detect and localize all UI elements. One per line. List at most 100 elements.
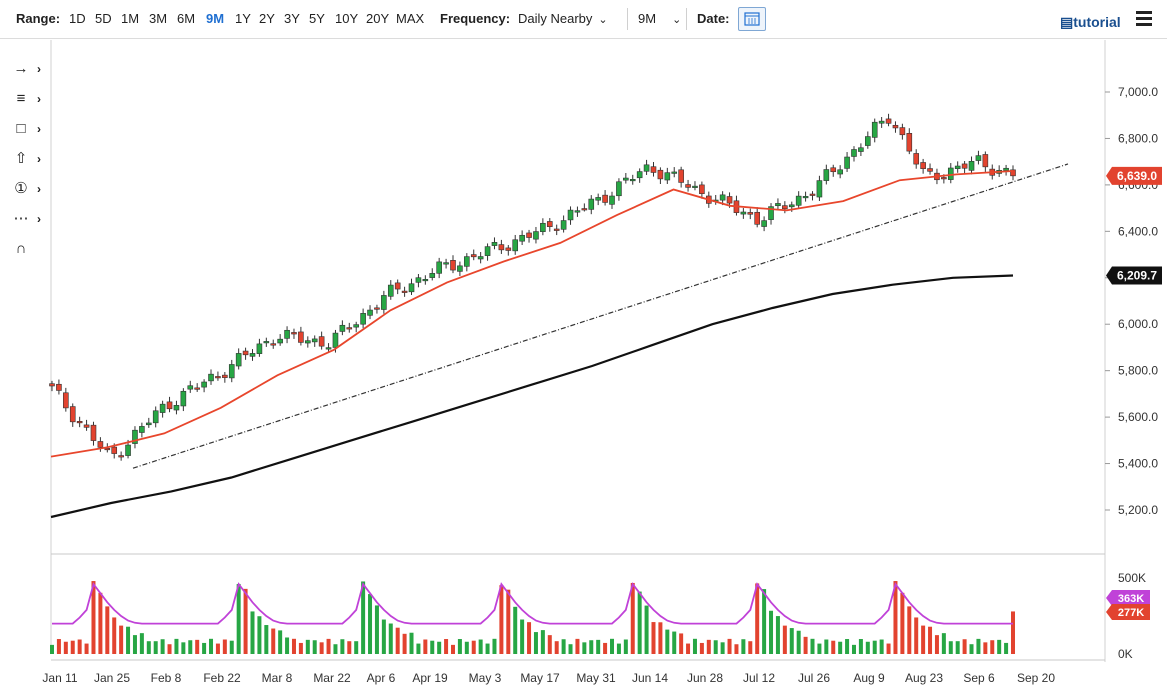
arrow-tool[interactable]: ⇧ › bbox=[0, 144, 48, 174]
candle-body bbox=[851, 149, 857, 157]
candle-body bbox=[222, 374, 228, 378]
candle-body bbox=[775, 203, 781, 207]
line-tool[interactable]: → › bbox=[0, 54, 48, 84]
range-button-6m[interactable]: 6M bbox=[177, 11, 196, 26]
volume-bar bbox=[215, 643, 220, 654]
volume-bar bbox=[520, 619, 525, 654]
volume-bar bbox=[527, 622, 532, 654]
candle-body bbox=[215, 376, 221, 379]
marker-tool[interactable]: ① › bbox=[0, 174, 48, 204]
candle-body bbox=[111, 446, 118, 454]
candle-body bbox=[657, 169, 664, 180]
hamburger-menu-icon[interactable] bbox=[1136, 11, 1152, 29]
tutorial-label: tutorial bbox=[1073, 14, 1121, 30]
volume-bar bbox=[98, 592, 103, 654]
range-button-max[interactable]: MAX bbox=[396, 11, 425, 26]
candle-body bbox=[678, 169, 684, 183]
volume-bar bbox=[50, 644, 54, 654]
range-button-3m[interactable]: 3M bbox=[149, 11, 168, 26]
trendline bbox=[132, 163, 1069, 469]
volume-bar bbox=[969, 644, 974, 654]
volume-bar bbox=[879, 639, 884, 654]
candle-body bbox=[394, 282, 401, 290]
candle-body bbox=[941, 177, 947, 180]
volume-last-badge-label: 277K bbox=[1118, 607, 1144, 619]
range-button-20y[interactable]: 20Y bbox=[366, 11, 390, 26]
volume-bar bbox=[126, 626, 131, 654]
candle-body bbox=[457, 265, 463, 272]
range-button-9m[interactable]: 9M bbox=[206, 11, 225, 26]
drawing-toolbar: → › ≡ › □ › ⇧ › ① › ⋯ › ∩ bbox=[0, 54, 48, 264]
range-button-1d[interactable]: 1D bbox=[69, 11, 86, 26]
volume-bar bbox=[540, 630, 545, 654]
candle-body bbox=[540, 222, 546, 233]
volume-bar bbox=[209, 638, 214, 654]
tutorial-link[interactable]: ▤tutorial bbox=[1060, 14, 1121, 31]
volume-bar bbox=[402, 633, 407, 654]
candle-body bbox=[885, 118, 892, 124]
candle-body bbox=[353, 324, 360, 328]
candle-body bbox=[816, 180, 823, 198]
candle-body bbox=[699, 184, 705, 194]
rectangle-tool[interactable]: □ › bbox=[0, 114, 48, 144]
candle-body bbox=[892, 124, 899, 129]
candle-body bbox=[145, 422, 152, 426]
candle-body bbox=[401, 290, 408, 293]
x-tick-label: May 3 bbox=[469, 671, 502, 685]
volume-bar bbox=[457, 639, 462, 654]
candle-body bbox=[429, 273, 436, 278]
period-select[interactable]: 9M ⌄ bbox=[638, 11, 681, 26]
frequency-select[interactable]: Daily Nearby ⌄ bbox=[518, 11, 608, 26]
price-tick-label: 5,400.0 bbox=[1118, 457, 1158, 471]
candle-body bbox=[526, 232, 532, 238]
volume-bar bbox=[706, 639, 711, 654]
candle-body bbox=[837, 169, 843, 175]
candle-body bbox=[588, 198, 595, 210]
candle-body bbox=[858, 147, 864, 152]
volume-bar bbox=[679, 633, 684, 654]
range-button-2y[interactable]: 2Y bbox=[259, 11, 275, 26]
price-chart[interactable]: 5,200.05,400.05,600.05,800.06,000.06,200… bbox=[0, 40, 1167, 692]
x-tick-label: May 17 bbox=[520, 671, 560, 685]
toolbar: Range: 1D 5D 1M 3M 6M 9M 1Y 2Y 3Y 5Y 10Y 20Y MAX Fre… bbox=[0, 0, 1167, 39]
volume-bar bbox=[139, 633, 144, 654]
candle-body bbox=[512, 239, 519, 252]
volume-bar bbox=[181, 642, 186, 654]
range-button-5d[interactable]: 5D bbox=[95, 11, 112, 26]
volume-ma-badge bbox=[1106, 590, 1150, 606]
pattern-tool[interactable]: ⋯ › bbox=[0, 204, 48, 234]
candle-body bbox=[194, 387, 200, 390]
range-button-3y[interactable]: 3Y bbox=[284, 11, 300, 26]
range-button-1m[interactable]: 1M bbox=[121, 11, 140, 26]
magnet-tool[interactable]: ∩ bbox=[0, 234, 48, 264]
volume-bar bbox=[444, 639, 449, 654]
candle-body bbox=[650, 166, 657, 173]
fib-tool[interactable]: ≡ › bbox=[0, 84, 48, 114]
volume-bar bbox=[388, 623, 393, 654]
volume-bar bbox=[229, 640, 234, 654]
candle-body bbox=[740, 211, 747, 215]
frequency-value: Daily Nearby bbox=[518, 11, 593, 26]
range-button-5y[interactable]: 5Y bbox=[309, 11, 325, 26]
range-button-10y[interactable]: 10Y bbox=[335, 11, 359, 26]
range-button-1y[interactable]: 1Y bbox=[235, 11, 251, 26]
volume-bar bbox=[416, 643, 421, 654]
candle-body bbox=[629, 179, 636, 182]
volume-bar bbox=[70, 640, 75, 654]
candle-body bbox=[118, 455, 124, 458]
volume-last-badge bbox=[1106, 604, 1150, 620]
chevron-right-icon: › bbox=[37, 152, 41, 166]
volume-bar bbox=[610, 638, 615, 654]
volume-bar bbox=[305, 639, 310, 654]
calendar-button[interactable] bbox=[738, 7, 766, 31]
candle-body bbox=[498, 244, 505, 251]
volume-bar bbox=[575, 638, 580, 654]
ma50-line bbox=[50, 170, 1014, 458]
candle-body bbox=[139, 426, 145, 433]
volume-bar bbox=[368, 594, 373, 654]
volume-bar bbox=[616, 643, 621, 654]
number-marker-icon: ① bbox=[14, 180, 28, 197]
fib-tool-icon: ≡ bbox=[16, 90, 26, 107]
volume-bar bbox=[450, 644, 455, 654]
volume-bar bbox=[934, 635, 939, 654]
